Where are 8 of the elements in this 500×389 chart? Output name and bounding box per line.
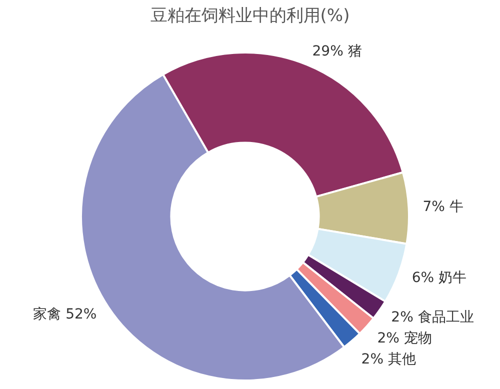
slice-label: 家禽 52% [33,306,97,323]
slice-label: 7% 牛 [422,198,464,215]
slice-label: 2% 食品工业 [391,310,474,326]
slice-label: 2% 其他 [361,352,416,368]
chart-title: 豆粕在饲料业中的利用(%) [149,5,351,27]
slice-label: 29% 猪 [312,43,362,60]
slice-label: 6% 奶牛 [412,270,467,286]
slice-label: 2% 宠物 [377,330,432,347]
